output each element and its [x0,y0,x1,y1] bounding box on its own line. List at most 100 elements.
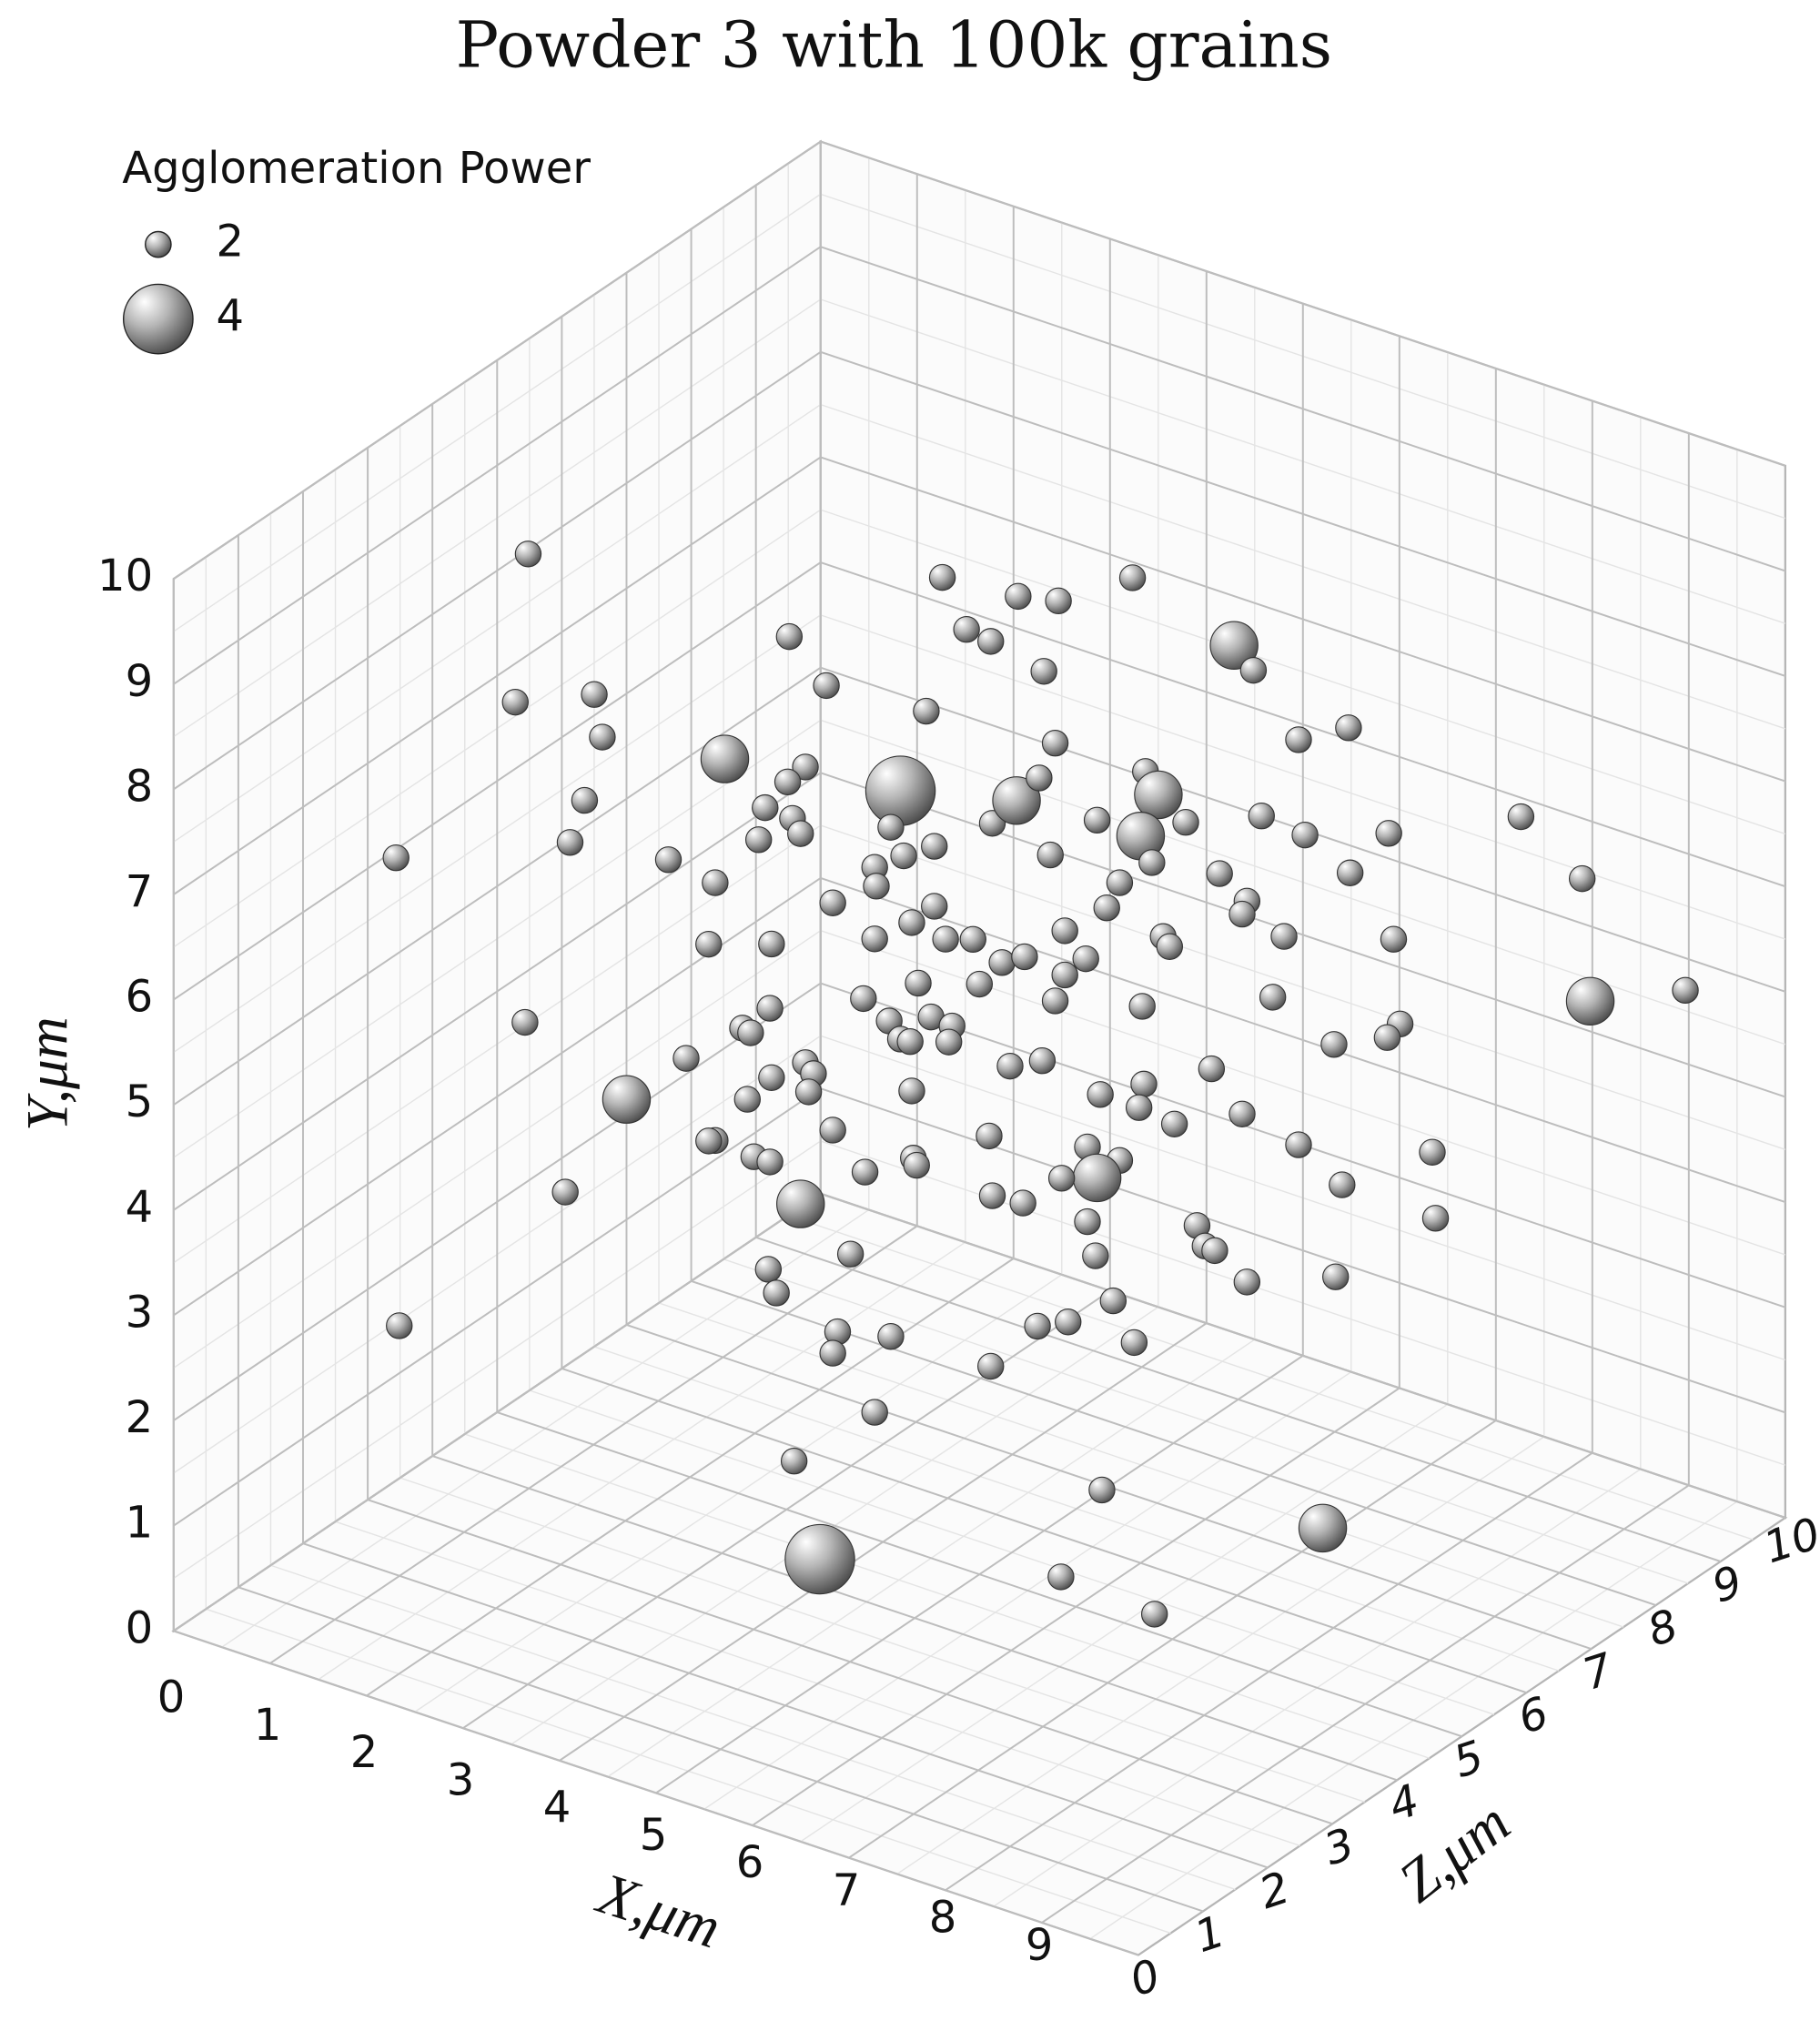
x-tick-label: 8 [929,1893,957,1944]
marks [382,541,1699,1628]
grain [928,563,956,591]
grain [1041,987,1069,1015]
grain [850,985,877,1013]
grid-line [496,1411,1462,1738]
grain [1233,1268,1261,1296]
grain [1083,806,1111,834]
grain [959,925,986,953]
z-tick-label: 2 [1253,1862,1295,1919]
z-tick-label: 8 [1642,1600,1684,1657]
grain [382,844,410,872]
grid-line [173,1630,1139,1956]
grain [386,1312,413,1339]
y-tick-label: 5 [126,1076,154,1127]
grain [819,889,846,916]
grain [1291,821,1319,849]
grain [877,813,905,841]
grain [794,1078,823,1106]
grain [787,820,814,847]
grain [1140,1601,1168,1628]
grain [996,1052,1024,1080]
grain [511,1008,539,1036]
grain [1320,1031,1348,1058]
y-tick-label: 6 [126,972,154,1023]
grain [792,753,819,781]
grain [1565,976,1615,1026]
grid-line [238,1586,1204,1913]
grain [700,734,750,783]
grain [672,1045,700,1072]
x-tick-label: 4 [543,1783,571,1834]
grid-line [302,1542,1269,1869]
grain [1672,976,1699,1005]
y-tick-label: 7 [126,866,154,917]
grain [1206,860,1233,887]
grain [1030,658,1057,685]
grain [1041,729,1069,757]
grain [756,1148,784,1176]
grain [976,1122,1003,1150]
grain [992,776,1041,825]
x-tick-label: 6 [736,1837,764,1888]
grain [602,1075,652,1124]
grain [1028,1046,1057,1075]
grain [1024,1312,1051,1340]
grain [1118,564,1147,591]
grain [1419,1138,1446,1166]
x-tick-label: 3 [447,1754,475,1805]
x-tick-label: 5 [640,1810,668,1861]
z-tick-label: 7 [1577,1643,1620,1701]
grain [1259,984,1287,1011]
grid-line [367,1499,1333,1825]
grain [1125,1094,1153,1121]
grain [1568,864,1596,893]
grain [1130,1070,1158,1098]
grain [1285,726,1312,753]
grain [977,628,1005,655]
legend-label: 4 [216,291,244,342]
grain [1380,925,1408,953]
grain [1160,1110,1188,1137]
grain [1128,993,1156,1020]
legend-label: 2 [216,217,244,268]
x-tick-label: 7 [833,1864,861,1915]
grain [589,723,616,751]
grain [780,1447,808,1475]
grain [1051,961,1078,989]
grain [1106,869,1134,896]
grain [864,755,936,826]
grain [1270,923,1298,950]
grain [953,616,980,643]
legend-title: Agglomeration Power [122,143,591,194]
grain [898,909,925,936]
grain [654,846,682,874]
y-tick-label: 9 [126,656,154,707]
grain [1156,933,1184,960]
grain [695,930,723,958]
grain [1322,1263,1350,1290]
grain [905,969,932,997]
grain [1138,849,1166,876]
grain [1336,859,1364,886]
grain [1198,1055,1226,1083]
grain [1082,1242,1109,1269]
grain [702,869,729,896]
grain [1009,1189,1036,1217]
grain [1055,1309,1082,1336]
grid-line [431,1455,1398,1782]
y-tick-label: 0 [126,1602,154,1653]
grain [819,1117,846,1144]
grain [1285,1131,1312,1158]
grid [172,140,1786,1956]
grain [1099,1287,1127,1315]
grain [896,1027,924,1056]
grain [1201,1237,1228,1265]
grain [977,1352,1005,1380]
grain [501,688,529,716]
grain [861,1399,888,1426]
grain [1036,841,1064,869]
grain [1093,894,1120,922]
grain [966,970,994,998]
grain [813,672,840,700]
